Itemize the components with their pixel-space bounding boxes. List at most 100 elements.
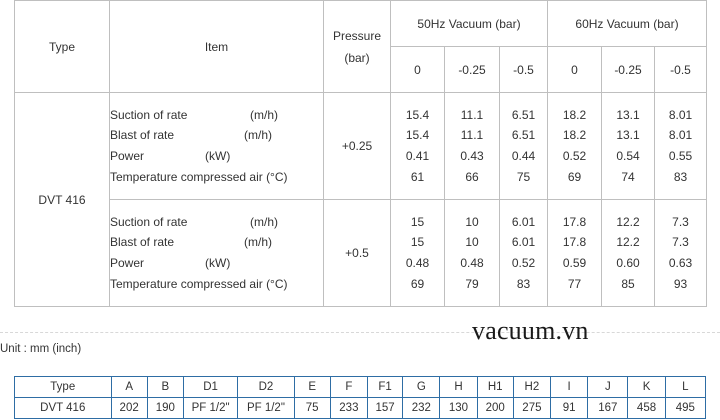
value-cell: 18.2: [562, 128, 587, 143]
value-cell: 69: [410, 276, 425, 291]
item-row: Power (kW): [110, 146, 323, 167]
item-row: Temperature compressed air (°C): [110, 167, 323, 188]
dim-header-cell: D2: [237, 376, 295, 398]
value-cell: 0.60: [616, 256, 640, 270]
header-50hz-vac-0: 0: [390, 46, 445, 93]
value-column: 8.01 8.01 0.55 83: [654, 92, 707, 200]
unit-note: Unit : mm (inch): [0, 343, 82, 355]
value-column: 10 10 0.48 79: [444, 199, 500, 307]
value-cell: 15.4: [405, 128, 430, 143]
dim-header-cell: H1: [476, 376, 514, 398]
table-row: DVT 416 202 190 PF 1/2" PF 1/2" 75 233 1…: [14, 397, 707, 419]
value-cell: 17.8: [562, 214, 587, 229]
value-cell: 15.4: [405, 107, 430, 122]
value-cell: 12.2: [616, 214, 640, 229]
value-cell: 79: [465, 276, 479, 291]
item-unit: (m/h): [250, 107, 278, 122]
value-cell: 0.54: [616, 149, 640, 163]
item-row: Power (kW): [110, 253, 323, 274]
header-50hz-vac-025: -0.25: [444, 46, 500, 93]
value-cell: 17.8: [562, 235, 587, 250]
dim-header-cell: I: [549, 376, 589, 398]
value-cell: 6.01: [511, 214, 536, 229]
value-cell: 15: [410, 235, 425, 250]
value-column: 18.2 18.2 0.52 69: [547, 92, 602, 200]
dim-cell: 275: [512, 397, 552, 419]
header-50hz: 50Hz Vacuum (bar): [390, 0, 548, 47]
item-row: Blast of rate (m/h): [110, 125, 323, 146]
header-60hz: 60Hz Vacuum (bar): [547, 0, 707, 47]
value-cell: 0.52: [562, 149, 587, 163]
header-pressure-unit: (bar): [344, 50, 370, 65]
value-cell: 74: [621, 169, 635, 184]
item-unit: (kW): [205, 149, 231, 163]
header-50hz-vac-05: -0.5: [499, 46, 548, 93]
dim-header-cell: H: [439, 376, 478, 398]
value-cell: 12.2: [616, 235, 640, 250]
value-cell: 18.2: [562, 107, 587, 122]
dim-header-cell: H2: [512, 376, 552, 398]
value-column: 11.1 11.1 0.43 66: [444, 92, 500, 200]
item-unit: (m/h): [244, 235, 272, 250]
dim-header-cell: F1: [366, 376, 404, 398]
value-cell: 15: [410, 214, 425, 229]
value-cell: 83: [516, 276, 531, 291]
pressure-value: +0.25: [323, 92, 391, 200]
header-60hz-vac-05: -0.5: [654, 46, 707, 93]
header-60hz-vac-025: -0.25: [601, 46, 655, 93]
pressure-value: +0.5: [323, 199, 391, 307]
item-list: Suction of rate (m/h) Blast of rate (m/h) …: [109, 92, 324, 200]
value-cell: 7.3: [672, 214, 689, 229]
dim-cell: 233: [329, 397, 368, 419]
value-cell: 0.48: [460, 256, 484, 270]
value-cell: 0.44: [511, 149, 536, 163]
dim-cell: 495: [664, 397, 707, 419]
site-watermark: vacuum.vn: [472, 316, 589, 345]
item-row: Temperature compressed air (°C): [110, 274, 323, 295]
dim-cell: PF 1/2": [182, 397, 239, 419]
item-name: Temperature compressed air (°C): [110, 169, 288, 184]
value-cell: 10: [465, 214, 479, 229]
dim-header-cell: D1: [182, 376, 239, 398]
item-name: Suction of rate: [110, 214, 188, 229]
item-list: Suction of rate (m/h) Blast of rate (m/h) …: [109, 199, 324, 307]
item-name: Temperature compressed air (°C): [110, 276, 288, 291]
value-cell: 0.41: [405, 149, 430, 163]
item-row: Suction of rate (m/h): [110, 212, 323, 233]
value-cell: 8.01: [668, 107, 693, 122]
dim-cell: 200: [476, 397, 514, 419]
value-cell: 0.48: [405, 256, 430, 270]
value-cell: 83: [673, 169, 688, 184]
value-column: 6.51 6.51 0.44 75: [499, 92, 548, 200]
dim-cell: 75: [293, 397, 331, 419]
dim-header-cell: G: [402, 376, 441, 398]
dim-header-cell: J: [587, 376, 629, 398]
value-cell: 11.1: [460, 128, 484, 143]
dim-cell: 190: [146, 397, 184, 419]
value-cell: 13.1: [616, 107, 640, 122]
header-pressure: Pressure (bar): [323, 0, 391, 93]
dim-cell: 167: [587, 397, 629, 419]
item-name: Power: [110, 149, 145, 163]
dim-cell: 232: [402, 397, 441, 419]
value-cell: 69: [567, 169, 582, 184]
dim-cell: PF 1/2": [237, 397, 295, 419]
value-cell: 13.1: [616, 128, 640, 143]
item-name: Blast of rate: [110, 235, 175, 250]
dim-cell: 458: [627, 397, 666, 419]
value-cell: 11.1: [460, 107, 484, 122]
item-name: Suction of rate: [110, 107, 188, 122]
dim-header-cell: B: [146, 376, 184, 398]
performance-table: Type Item Pressure (bar) 50Hz Vacuum (ba…: [14, 0, 707, 307]
item-row: Blast of rate (m/h): [110, 232, 323, 253]
value-cell: 0.52: [511, 256, 536, 270]
dim-header-cell: A: [110, 376, 148, 398]
header-item: Item: [109, 0, 324, 93]
value-column: 12.2 12.2 0.60 85: [601, 199, 655, 307]
dim-cell: 130: [439, 397, 478, 419]
value-cell: 0.63: [668, 256, 693, 270]
dim-cell: DVT 416: [14, 397, 112, 419]
section-divider: [0, 332, 720, 333]
dimensions-header-row: Type A B D1 D2 E F F1 G H H1 H2 I J K L: [14, 376, 707, 398]
value-cell: 6.51: [511, 128, 536, 143]
